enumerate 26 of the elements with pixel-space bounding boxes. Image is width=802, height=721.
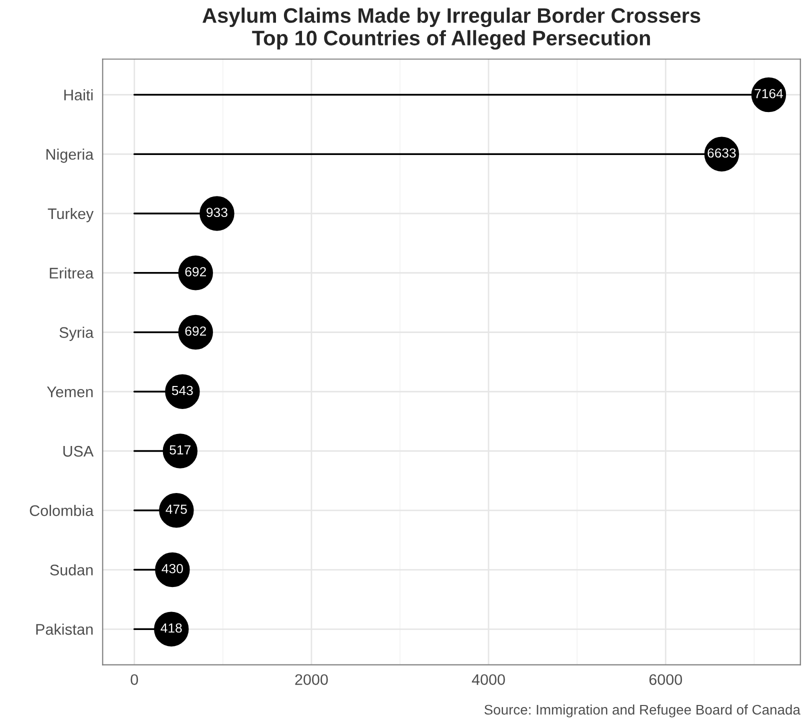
data-label: 6633 xyxy=(708,148,736,158)
y-tick-label: Haiti xyxy=(64,89,93,100)
data-label: 543 xyxy=(172,386,193,396)
data-label: 933 xyxy=(206,208,228,218)
x-tick-label: 2000 xyxy=(295,674,328,686)
data-label: 692 xyxy=(185,267,206,276)
y-tick-label: Nigeria xyxy=(46,148,94,163)
y-tick-label: Sudan xyxy=(50,564,93,576)
y-tick-label: Turkey xyxy=(48,208,94,222)
data-label: 692 xyxy=(185,326,206,336)
data-label: 475 xyxy=(166,504,187,514)
y-tick-label: Colombia xyxy=(30,504,94,516)
data-label: 517 xyxy=(170,445,190,455)
y-tick-label: USA xyxy=(63,446,94,457)
data-label: 418 xyxy=(160,623,182,633)
chart-title: Asylum Claims Made by Irregular Border Crossers Top 10 Countries of Alleged Persecution xyxy=(202,8,700,50)
y-tick-label: Yemen xyxy=(46,386,93,398)
source-note: Source: Immigration and Refugee Board of Canada xyxy=(484,704,800,718)
x-tick-label: 0 xyxy=(130,674,138,686)
y-tick-label: Eritrea xyxy=(50,267,94,279)
y-tick-label: Pakistan xyxy=(36,624,93,635)
y-tick-label: Syria xyxy=(60,326,94,341)
x-tick-label: 6000 xyxy=(649,674,682,686)
x-tick-label: 4000 xyxy=(472,674,505,686)
data-label: 7164 xyxy=(754,88,783,98)
data-label: 430 xyxy=(162,564,183,574)
